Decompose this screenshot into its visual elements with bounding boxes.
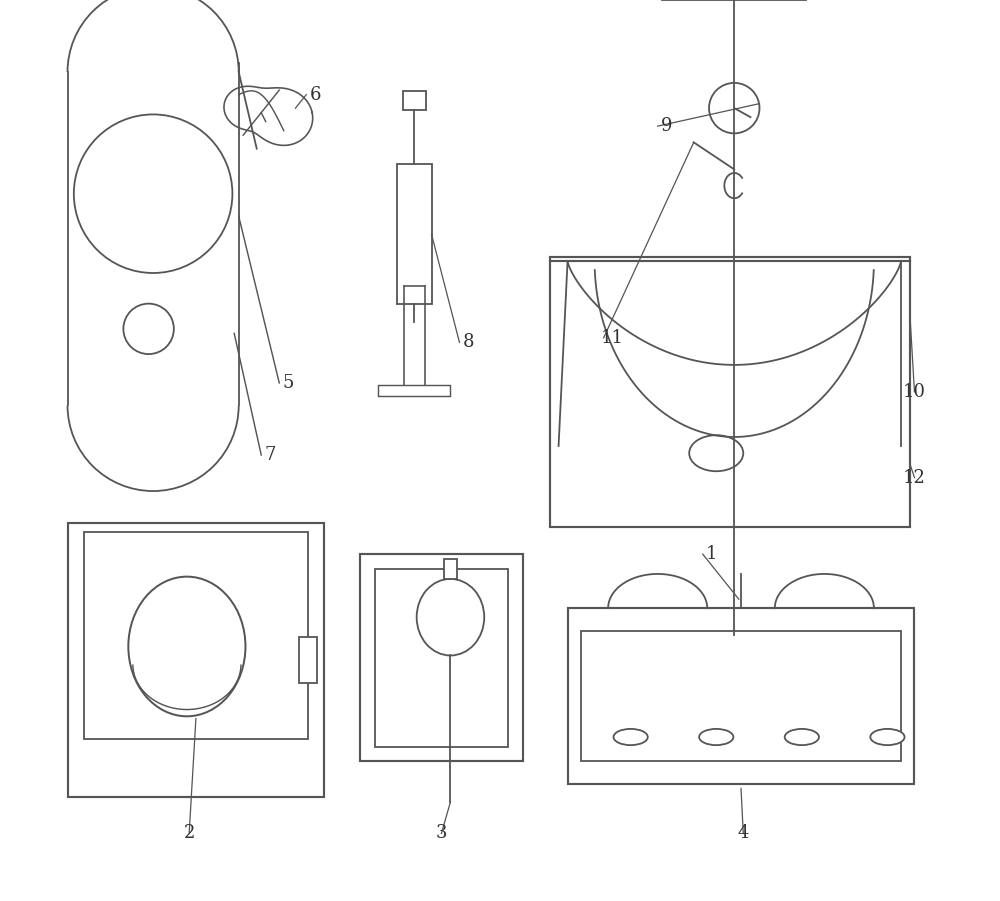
Text: 5: 5 <box>283 374 294 392</box>
Bar <box>403 91 426 111</box>
Circle shape <box>74 114 232 273</box>
Bar <box>360 554 523 761</box>
Text: 10: 10 <box>903 383 926 401</box>
Circle shape <box>123 304 174 354</box>
Bar <box>550 257 910 527</box>
Ellipse shape <box>699 729 733 745</box>
Bar <box>568 608 914 784</box>
Text: 1: 1 <box>706 545 717 563</box>
Bar <box>444 559 457 579</box>
Ellipse shape <box>128 577 245 716</box>
Ellipse shape <box>870 729 905 745</box>
Bar <box>378 386 450 396</box>
Text: 2: 2 <box>183 824 195 842</box>
Bar <box>581 631 901 761</box>
Bar <box>397 164 432 304</box>
Text: 3: 3 <box>436 824 447 842</box>
Text: 9: 9 <box>661 117 672 135</box>
Bar <box>84 532 308 739</box>
Ellipse shape <box>614 729 648 745</box>
Text: 11: 11 <box>601 329 624 347</box>
Ellipse shape <box>417 578 484 656</box>
Text: 7: 7 <box>265 446 276 464</box>
Bar <box>68 523 324 797</box>
Text: 12: 12 <box>903 469 926 487</box>
Text: 6: 6 <box>310 86 321 104</box>
Bar <box>375 569 508 747</box>
Ellipse shape <box>785 729 819 745</box>
Text: 4: 4 <box>738 824 749 842</box>
Bar <box>299 638 317 683</box>
Circle shape <box>709 83 759 133</box>
Ellipse shape <box>689 435 743 471</box>
Text: 8: 8 <box>463 333 474 351</box>
